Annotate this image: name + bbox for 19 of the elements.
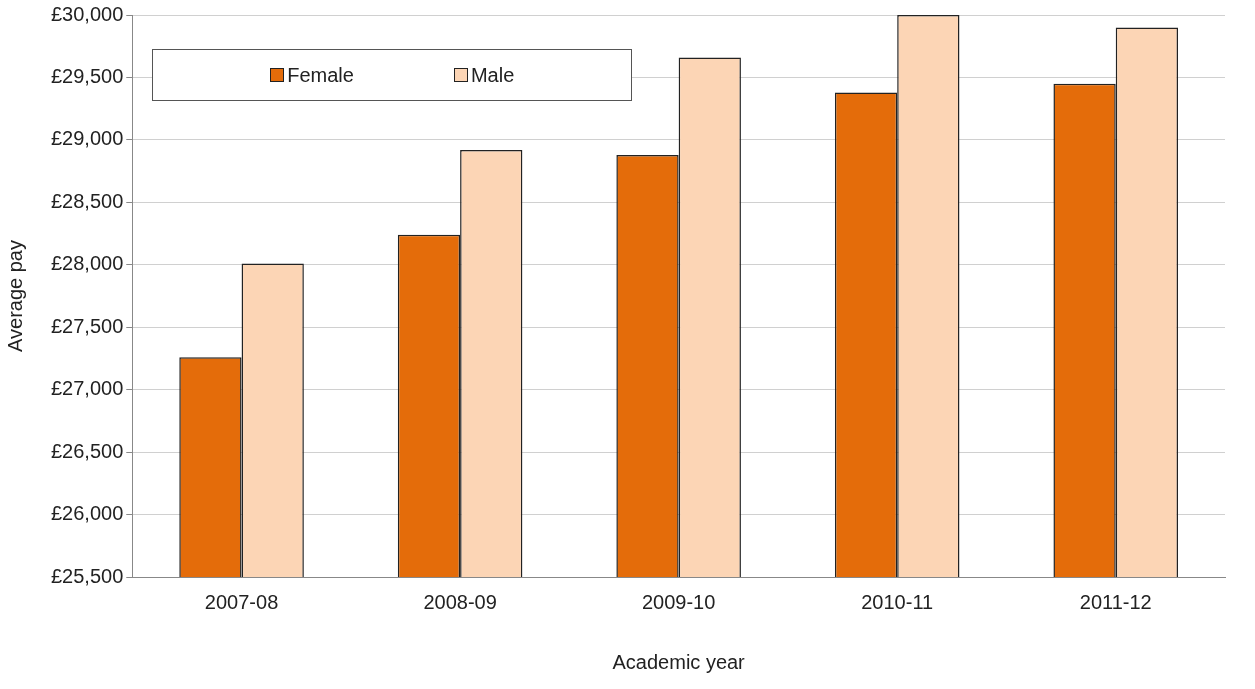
x-tick-label: 2009-10 (641, 590, 716, 613)
x-tick-label: 2008-09 (423, 590, 497, 613)
y-tick-label: £28,500 (51, 189, 124, 212)
x-tick-label: 2010-11 (861, 590, 934, 613)
y-tick-label: £25,500 (51, 564, 124, 587)
legend-label: Female (287, 63, 354, 87)
legend-label: Male (470, 63, 515, 87)
x-axis-title: Academic year (612, 650, 746, 673)
y-tick-label: £28,000 (51, 252, 124, 275)
x-tick-label: 2011-12 (1079, 590, 1152, 613)
y-tick-label: £27,500 (51, 314, 124, 337)
y-tick-label: £30,000 (51, 2, 124, 25)
y-tick-label: £29,500 (51, 64, 124, 87)
y-tick-label: £27,000 (51, 377, 124, 400)
y-tick-label: £26,000 (51, 502, 124, 525)
y-axis-title: Average pay (3, 240, 26, 352)
y-tick-label: £26,500 (51, 439, 124, 462)
y-tick-label: £29,000 (51, 127, 124, 150)
x-tick-label: 2007-08 (204, 590, 279, 613)
